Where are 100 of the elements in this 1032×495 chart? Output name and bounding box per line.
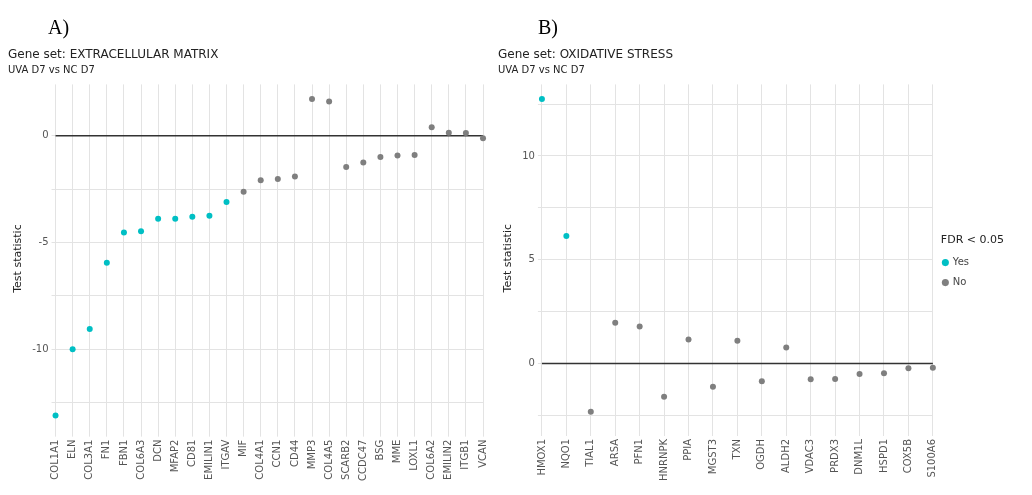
x-tick-label: BSG (374, 439, 385, 461)
x-tick-label: DNM1L (853, 438, 865, 475)
legend-label: No (952, 276, 967, 288)
y-tick-label: 0 (528, 357, 535, 369)
legend-label: Yes (951, 256, 970, 268)
x-tick-label: PFN1 (633, 438, 645, 465)
x-tick-label: MMP3 (305, 439, 317, 470)
x-tick-label: MFAP2 (168, 439, 180, 473)
point (734, 337, 741, 344)
chart-title: Gene set: EXTRACELLULAR MATRIX (8, 47, 219, 62)
x-tick-label: HMOX1 (535, 438, 547, 476)
x-tick-label: HSPD1 (877, 438, 889, 473)
x-tick-label: TXN (730, 438, 742, 461)
x-tick-label: S100A6 (926, 438, 938, 478)
point (360, 159, 367, 166)
x-tick-label: LOXL1 (408, 439, 420, 471)
point (411, 152, 418, 159)
y-tick-label: 10 (522, 149, 535, 161)
x-tick-label: CD81 (185, 439, 197, 468)
point (428, 124, 435, 131)
x-tick-label: COL3A1 (83, 439, 95, 480)
x-tick-label: OGDH (755, 438, 767, 470)
chart-title: Gene set: OXIDATIVE STRESS (498, 47, 674, 62)
point (685, 336, 692, 343)
x-tick-label: TIAL1 (584, 438, 596, 468)
chart-subtitle: UVA D7 vs NC D7 (8, 63, 95, 75)
x-tick-label: COL6A2 (425, 439, 437, 480)
point (223, 198, 230, 205)
point (783, 344, 790, 351)
y-axis-title: Test statistic (501, 223, 515, 294)
text: B) (538, 16, 558, 38)
point (462, 130, 469, 137)
point (343, 164, 350, 171)
x-tick-label: CD44 (288, 439, 300, 468)
point (563, 232, 570, 239)
x-tick-label: MIF (237, 439, 249, 457)
point (807, 376, 814, 383)
x-tick-label: COL4A1 (254, 439, 266, 480)
point (880, 370, 887, 377)
x-tick-label: ITGAV (220, 439, 232, 470)
x-tick-label: FBN1 (117, 439, 129, 467)
x-tick-label: CCN1 (271, 439, 283, 468)
point (587, 408, 594, 415)
x-tick-label: DCN (151, 439, 163, 462)
x-tick-label: SCARB2 (339, 439, 351, 480)
point (856, 370, 863, 377)
point (377, 154, 384, 161)
x-tick-label: EMILIN1 (203, 439, 215, 480)
point (189, 213, 196, 220)
x-tick-label: MGST3 (706, 438, 718, 475)
point (155, 215, 162, 222)
x-tick-label: PPIA (682, 438, 694, 461)
x-tick-label: PRDX3 (828, 438, 840, 473)
point (240, 188, 247, 195)
x-tick-label: EMILIN2 (442, 439, 454, 480)
point (172, 215, 179, 222)
point (257, 177, 264, 184)
point (758, 378, 765, 385)
x-tick-label: FN1 (100, 439, 112, 460)
point (661, 393, 668, 400)
point (103, 259, 110, 266)
x-tick-label: ARSA (608, 438, 620, 467)
y-tick-label: -10 (32, 342, 49, 354)
x-tick-label: ITGB1 (459, 439, 471, 470)
point (636, 323, 643, 330)
point (612, 319, 619, 326)
x-tick-label: VCAN (476, 439, 488, 468)
x-tick-label: NQO1 (559, 438, 571, 469)
point (138, 228, 145, 235)
point (929, 364, 936, 371)
point (291, 173, 298, 180)
legend-title: FDR < 0.05 (940, 232, 1005, 246)
y-axis-title: Test statistic (11, 224, 25, 294)
x-tick-label: MME (391, 439, 403, 464)
point (86, 326, 93, 333)
x-tick-label: ELN (66, 439, 78, 459)
point (326, 98, 333, 105)
x-tick-label: HNRNPK (657, 438, 669, 482)
point (309, 95, 316, 102)
text: A) (48, 16, 70, 38)
x-tick-label: COL6A3 (134, 439, 146, 480)
chart-subtitle: UVA D7 vs NC D7 (498, 63, 585, 75)
x-tick-label: CCDC47 (356, 439, 368, 481)
point (274, 176, 281, 183)
x-tick-label: COL1A1 (49, 439, 61, 480)
y-tick-label: 0 (42, 129, 49, 141)
point (52, 412, 59, 419)
point (69, 346, 76, 353)
point (709, 383, 716, 390)
point (120, 229, 127, 236)
point (394, 152, 401, 159)
point (206, 212, 213, 219)
point (905, 365, 912, 372)
point (445, 129, 452, 136)
point (480, 135, 486, 142)
y-tick-label: -5 (38, 236, 49, 248)
point (832, 376, 839, 383)
x-tick-label: COX5B (902, 438, 914, 474)
y-tick-label: 5 (528, 253, 535, 265)
x-tick-label: COL4A5 (322, 439, 334, 480)
